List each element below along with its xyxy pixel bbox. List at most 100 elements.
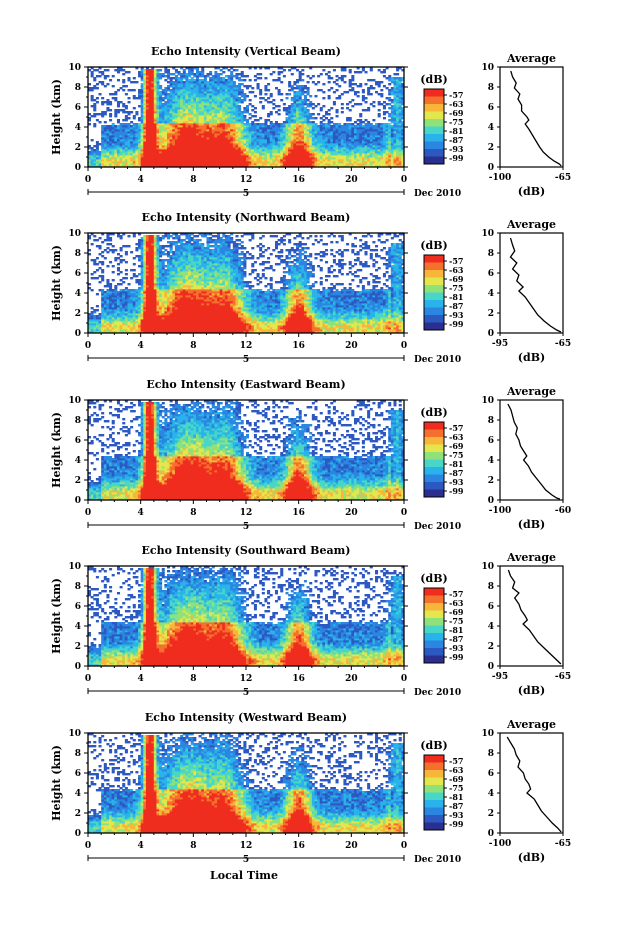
heatmap-cell [219, 105, 223, 108]
heatmap-cell [95, 159, 99, 162]
heatmap-cell [109, 109, 113, 112]
heatmap-cell [298, 71, 302, 74]
heatmap-cell [143, 127, 147, 130]
heatmap-cell [143, 79, 147, 82]
heatmap-cell [145, 151, 149, 154]
heatmap-cell [198, 87, 202, 90]
heatmap-cell [153, 139, 157, 142]
heatmap-cell [174, 101, 178, 104]
heatmap-cell [195, 71, 199, 74]
heatmap-cell [130, 89, 134, 92]
heatmap-cell [156, 133, 160, 136]
heatmap-cell [201, 109, 205, 112]
heatmap-cell [182, 97, 186, 100]
heatmap-cell [140, 141, 144, 144]
heatmap-cell [177, 163, 181, 166]
heatmap-cell [214, 89, 218, 92]
heatmap-cell [330, 87, 334, 90]
heatmap-cell [167, 89, 171, 92]
heatmap-cell [122, 133, 126, 136]
heatmap-cell [151, 163, 155, 166]
heatmap-cell [151, 111, 155, 114]
heatmap-cell [109, 237, 113, 240]
heatmap-cell [209, 109, 213, 112]
heatmap-cell [119, 155, 123, 158]
heatmap-cell [180, 129, 184, 132]
heatmap-cell [188, 109, 192, 112]
heatmap-cell [172, 103, 176, 106]
heatmap-cell [201, 141, 205, 144]
heatmap-cell [209, 119, 213, 122]
heatmap-cell [174, 155, 178, 158]
average-y-tick-label: 0 [488, 163, 494, 173]
heatmap-cell [198, 89, 202, 92]
heatmap-cell [219, 125, 223, 128]
heatmap-cell [143, 97, 147, 100]
heatmap-cell [217, 107, 221, 110]
heatmap-cell [214, 129, 218, 132]
heatmap-cell [159, 115, 163, 118]
heatmap-cell [217, 159, 221, 162]
heatmap-cell [172, 151, 176, 154]
heatmap-cell [177, 129, 181, 132]
heatmap-cell [203, 147, 207, 150]
heatmap-cell [130, 153, 134, 156]
heatmap-cell [198, 79, 202, 82]
heatmap-cell [214, 83, 218, 86]
heatmap-cell [256, 119, 260, 122]
heatmap-cell [188, 103, 192, 106]
heatmap-cell [193, 97, 197, 100]
heatmap-cell [93, 309, 97, 312]
heatmap-cell [385, 123, 389, 126]
heatmap-cell [217, 143, 221, 146]
heatmap-cell [98, 151, 102, 154]
heatmap-cell [388, 83, 392, 86]
heatmap-cell [306, 99, 310, 102]
heatmap-cell [122, 109, 126, 112]
heatmap-cell [167, 165, 171, 168]
heatmap-cell [190, 77, 194, 80]
heatmap-cell [217, 151, 221, 154]
heatmap-cell [140, 135, 144, 138]
heatmap-cell [211, 121, 215, 124]
heatmap-cell [106, 129, 110, 132]
heatmap-cell [256, 123, 260, 126]
heatmap-cell [127, 89, 131, 92]
heatmap-cell [180, 135, 184, 138]
heatmap-cell [124, 133, 128, 136]
heatmap-cell [253, 95, 257, 98]
heatmap-cell [140, 125, 144, 128]
heatmap-cell [111, 159, 115, 162]
heatmap-cell [140, 91, 144, 94]
heatmap-cell [214, 151, 218, 154]
heatmap-cell [201, 137, 205, 140]
heatmap-cell [95, 161, 99, 164]
heatmap-cell [217, 75, 221, 78]
heatmap-cell [172, 131, 176, 134]
heatmap-cell [217, 111, 221, 114]
heatmap-cell [151, 79, 155, 82]
heatmap-cell [156, 89, 160, 92]
heatmap-cell [256, 83, 260, 86]
heatmap-cell [101, 147, 105, 150]
heatmap-cell [180, 133, 184, 136]
heatmap-cell [267, 97, 271, 100]
heatmap-cell [140, 121, 144, 124]
heatmap-cell [138, 265, 142, 268]
heatmap-cell [167, 101, 171, 104]
heatmap-cell [214, 125, 218, 128]
heatmap-cell [140, 71, 144, 74]
heatmap-cell [143, 137, 147, 140]
heatmap-cell [138, 239, 142, 242]
heatmap-cell [214, 81, 218, 84]
heatmap-cell [177, 111, 181, 114]
heatmap-cell [151, 85, 155, 88]
heatmap-cell [219, 133, 223, 136]
heatmap-cell [243, 115, 247, 118]
heatmap-cell [203, 163, 207, 166]
heatmap-cell [380, 123, 384, 126]
heatmap-cell [188, 125, 192, 128]
heatmap-cell [153, 103, 157, 106]
heatmap-cell [211, 111, 215, 114]
